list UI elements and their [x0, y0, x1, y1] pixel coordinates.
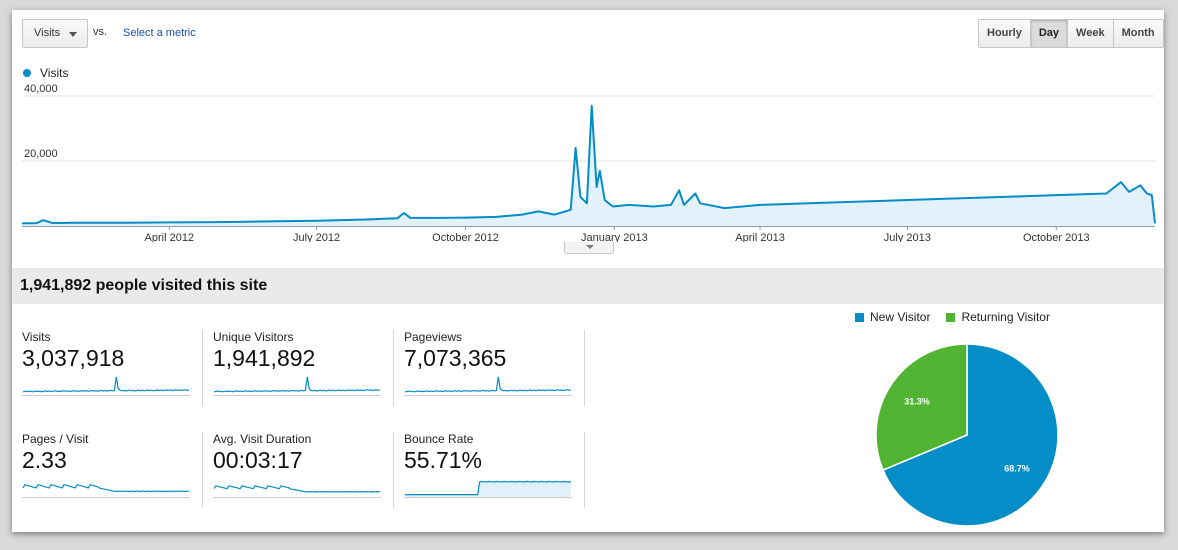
pages-per-visit-sparkline — [22, 483, 190, 498]
pie-legend-label: Returning Visitor — [961, 310, 1050, 324]
y-tick-label: 20,000 — [24, 148, 58, 160]
granularity-toggle: Hourly Day Week Month — [978, 19, 1164, 48]
metric-value: 7,073,365 — [404, 345, 507, 371]
sparkline-line — [405, 480, 572, 496]
sparkline-line — [22, 483, 190, 493]
metric-label: Pages / Visit — [22, 432, 89, 446]
metric-value: 2.33 — [22, 447, 67, 473]
metric-dropdown[interactable]: Visits — [22, 19, 88, 48]
visits-legend-label: Visits — [40, 66, 69, 80]
x-tick-label: January 2013 — [581, 232, 648, 242]
metric-dropdown-value: Visits — [34, 27, 61, 39]
pie-slice-label: 68.7% — [1004, 463, 1030, 473]
metric-value: 55.71% — [404, 447, 483, 473]
metric-value: 00:03:17 — [213, 447, 303, 473]
metric-tile-pageviews[interactable]: Pageviews 7,073,365 — [404, 330, 594, 410]
metric-tile-bounce-rate[interactable]: Bounce Rate 55.71% — [404, 432, 594, 512]
tile-divider — [584, 330, 585, 406]
x-tick-label: October 2012 — [432, 232, 499, 242]
bounce-rate-sparkline — [404, 480, 572, 498]
visits-over-time-chart: 40,000 20,000 April 2012 July 2012 October 2… — [21, 83, 1156, 242]
visits-area — [22, 105, 1155, 226]
visits-line — [21, 104, 1156, 225]
metric-label: Bounce Rate — [404, 432, 474, 446]
day-button[interactable]: Day — [1030, 20, 1069, 47]
week-button[interactable]: Week — [1068, 20, 1114, 47]
new-visitor-swatch — [855, 312, 864, 322]
pie-slice-returning-visitor — [875, 343, 968, 472]
metric-value: 3,037,918 — [22, 345, 125, 371]
visits-sparkline — [22, 376, 190, 396]
vs-label: vs. — [93, 26, 108, 38]
metric-value: 1,941,892 — [213, 345, 316, 371]
metric-tile-avg-visit-duration[interactable]: Avg. Visit Duration 00:03:17 — [213, 432, 403, 512]
pie-legend: New Visitor Returning Visitor — [855, 310, 1050, 324]
pie-slice-label: 31.3% — [904, 397, 930, 407]
metric-tile-pages-per-visit[interactable]: Pages / Visit 2.33 — [22, 432, 212, 512]
tile-divider — [393, 330, 394, 406]
x-tick-label: July 2013 — [884, 232, 931, 242]
metric-tile-visits[interactable]: Visits 3,037,918 — [22, 330, 212, 410]
pie-slice-new-visitor — [882, 343, 1059, 527]
tile-divider — [393, 432, 394, 508]
avg-visit-duration-sparkline — [213, 485, 381, 498]
x-tick-label: April 2013 — [735, 232, 785, 242]
tile-divider — [202, 432, 203, 508]
metric-label: Visits — [22, 330, 51, 344]
chart-collapse-handle[interactable] — [564, 242, 614, 254]
visitor-type-pie-chart: 68.7% 31.3% — [875, 343, 1059, 527]
caret-down-icon — [69, 32, 77, 37]
metric-label: Avg. Visit Duration — [213, 432, 312, 446]
tile-divider — [584, 432, 585, 508]
visits-legend-swatch — [23, 69, 31, 77]
sparkline-line — [213, 485, 381, 493]
select-metric-link[interactable]: Select a metric — [123, 27, 196, 39]
chevron-down-icon — [586, 245, 594, 249]
x-tick-label: April 2012 — [145, 232, 195, 242]
metric-tile-unique-visitors[interactable]: Unique Visitors 1,941,892 — [213, 330, 403, 410]
analytics-overview-panel: Visits vs. Select a metric Hourly Day We… — [12, 10, 1164, 532]
metric-label: Pageviews — [404, 330, 463, 344]
unique-visitors-sparkline — [213, 376, 381, 396]
sparkline-line — [213, 376, 381, 393]
x-tick-label: October 2013 — [1023, 232, 1090, 242]
returning-visitor-swatch — [946, 312, 956, 322]
pageviews-sparkline — [404, 376, 572, 396]
sparkline-line — [404, 376, 572, 393]
tile-divider — [202, 330, 203, 406]
hourly-button[interactable]: Hourly — [979, 20, 1031, 47]
x-tick-label: July 2012 — [293, 232, 340, 242]
pie-legend-item-new-visitor: New Visitor — [855, 310, 930, 324]
metric-label: Unique Visitors — [213, 330, 294, 344]
month-button[interactable]: Month — [1113, 20, 1163, 47]
y-tick-label: 40,000 — [24, 83, 58, 95]
chart-axis-labels: 40,000 20,000 April 2012 July 2012 October 2… — [24, 83, 1090, 242]
pie-legend-label: New Visitor — [870, 310, 931, 324]
pie-legend-item-returning-visitor: Returning Visitor — [946, 310, 1050, 324]
sparkline-line — [22, 376, 190, 393]
visitor-summary: 1,941,892 people visited this site — [12, 268, 1164, 304]
sparkline-area — [405, 481, 571, 497]
